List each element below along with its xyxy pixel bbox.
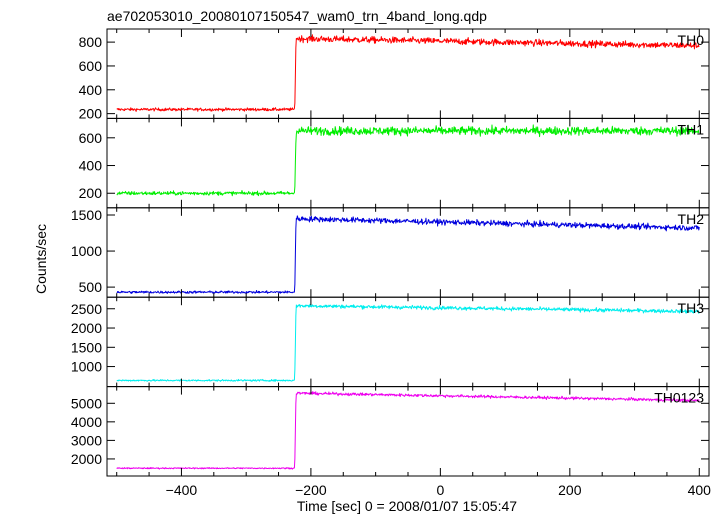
panel-frame-th0123	[106, 386, 710, 477]
y-tick-label: 1500	[71, 339, 102, 355]
y-tick-label: 200	[79, 106, 103, 122]
y-tick-label: 5000	[71, 395, 102, 411]
y-tick-label: 2000	[71, 451, 102, 467]
panel-label: TH2	[678, 211, 705, 227]
panel-label: TH0	[678, 32, 705, 48]
x-tick-label: 200	[558, 482, 582, 498]
y-tick-label: 500	[79, 279, 103, 295]
panel-label: TH0123	[654, 390, 704, 406]
y-tick-label: 2500	[71, 301, 102, 317]
x-axis-label: Time [sec] 0 = 2008/01/07 15:05:47	[297, 498, 517, 514]
y-tick-label: 400	[79, 82, 103, 98]
y-tick-label: 600	[79, 58, 103, 74]
x-tick-label: −200	[295, 482, 327, 498]
series-line-th3	[116, 303, 700, 383]
series-line-th0	[116, 34, 700, 112]
plot-panels: 200 400 600 800 TH0 200 400 600 TH1 500 1000 1500 TH…	[71, 28, 712, 498]
chart-title: ae702053010_20080107150547_wam0_trn_4ban…	[107, 8, 487, 24]
y-axis-label: Counts/sec	[33, 224, 49, 294]
y-tick-label: 3000	[71, 432, 102, 448]
y-tick-label: 400	[79, 158, 103, 174]
y-tick-label: 800	[79, 34, 103, 50]
y-tick-label: 2000	[71, 320, 102, 336]
panel-label: TH3	[678, 300, 705, 316]
series-line-th0123	[116, 391, 700, 470]
y-tick-label: 600	[79, 130, 103, 146]
y-tick-label: 200	[79, 185, 103, 201]
series-line-th2	[116, 215, 700, 294]
y-tick-label: 1500	[71, 207, 102, 223]
panel-label: TH1	[678, 121, 705, 137]
y-tick-label: 4000	[71, 414, 102, 430]
y-tick-label: 1000	[71, 359, 102, 375]
series-line-th1	[116, 124, 700, 197]
x-tick-label: 400	[688, 482, 712, 498]
y-tick-label: 1000	[71, 243, 102, 259]
x-tick-label: 0	[436, 482, 444, 498]
x-tick-label: −400	[166, 482, 198, 498]
